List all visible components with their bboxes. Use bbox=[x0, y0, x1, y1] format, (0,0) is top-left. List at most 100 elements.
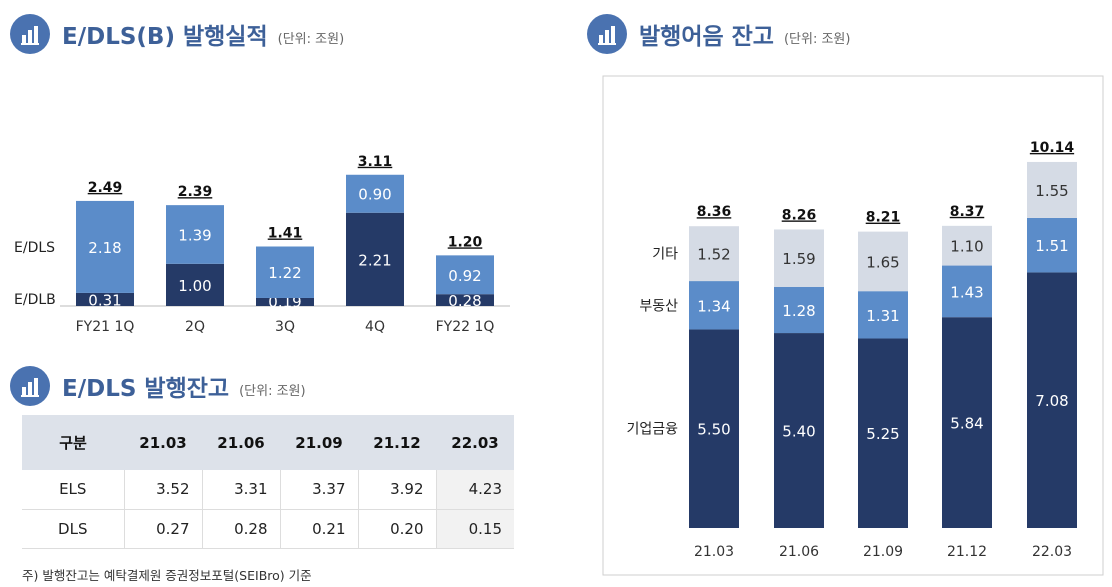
footnote: 주) 발행잔고는 예탁결제원 증권정보포털(SEIBro) 기준 bbox=[22, 568, 312, 583]
table-cell: 0.15 bbox=[436, 509, 514, 549]
total-label: 3.11 bbox=[358, 154, 393, 170]
data-label: 1.51 bbox=[1035, 237, 1068, 255]
table-header-cell: 21.06 bbox=[202, 415, 280, 470]
x-tick-label: FY22 1Q bbox=[436, 319, 495, 335]
table-cell: 3.92 bbox=[358, 470, 437, 510]
table-cell: 0.20 bbox=[358, 509, 437, 549]
bar-E/DLS-2 bbox=[256, 246, 314, 298]
total-label: 8.26 bbox=[782, 207, 817, 223]
table-header-cell: 21.09 bbox=[280, 415, 358, 470]
bar-E/DLB-2 bbox=[256, 297, 314, 306]
x-tick-label: 21.06 bbox=[779, 544, 819, 560]
data-label: 1.31 bbox=[866, 307, 899, 325]
bar-기업금융-1 bbox=[774, 333, 824, 528]
section-title-issuance: E/DLS(B) 발행실적 (단위: 조원) bbox=[10, 14, 344, 54]
data-label: 5.40 bbox=[782, 423, 815, 441]
data-label: 1.43 bbox=[950, 283, 983, 301]
bar-기타-2 bbox=[858, 231, 908, 292]
x-tick-label: 2Q bbox=[185, 319, 205, 335]
table-row: ELS 3.52 3.31 3.37 3.92 4.23 bbox=[22, 470, 514, 510]
bar-E/DLS-3 bbox=[346, 174, 404, 213]
table-cell: 3.31 bbox=[202, 470, 281, 510]
data-label: 1.65 bbox=[866, 253, 899, 271]
series-label-0: 기업금융 bbox=[626, 422, 678, 438]
bar-기타-0 bbox=[689, 226, 739, 282]
bar-기업금융-2 bbox=[858, 338, 908, 528]
bar-부동산-2 bbox=[858, 291, 908, 339]
bar-chart-icon bbox=[10, 14, 50, 54]
table-cell: ELS bbox=[22, 470, 125, 510]
data-label: 7.08 bbox=[1035, 392, 1068, 410]
x-tick-label: FY21 1Q bbox=[76, 319, 135, 335]
bar-E/DLB-0 bbox=[76, 292, 134, 306]
table-row: DLS 0.27 0.28 0.21 0.20 0.15 bbox=[22, 509, 514, 549]
table-cell: 3.37 bbox=[280, 470, 359, 510]
total-label: 2.49 bbox=[88, 180, 123, 196]
table-header-cell: 21.03 bbox=[124, 415, 202, 470]
total-label: 1.41 bbox=[268, 225, 303, 241]
data-label: 5.50 bbox=[697, 421, 730, 439]
data-label: 1.10 bbox=[950, 238, 983, 256]
data-label: 1.59 bbox=[782, 250, 815, 268]
total-label: 8.37 bbox=[950, 204, 985, 220]
table-header-cell: 21.12 bbox=[358, 415, 436, 470]
data-label: 5.84 bbox=[950, 415, 983, 433]
data-label: 1.34 bbox=[697, 297, 730, 315]
bar-E/DLS-4 bbox=[436, 255, 494, 295]
data-label: 0.31 bbox=[88, 291, 121, 309]
data-label: 1.52 bbox=[697, 246, 730, 264]
balance-unit: (단위: 조원) bbox=[239, 383, 306, 399]
data-label: 0.28 bbox=[448, 292, 481, 310]
notes-title: 발행어음 잔고 bbox=[639, 24, 774, 50]
data-label: 5.25 bbox=[866, 425, 899, 443]
data-label: 1.00 bbox=[178, 277, 211, 295]
table-header-cell: 22.03 bbox=[436, 415, 514, 470]
bar-부동산-4 bbox=[1027, 217, 1077, 273]
bar-기업금융-0 bbox=[689, 329, 739, 528]
table-cell: 3.52 bbox=[124, 470, 203, 510]
data-label: 1.55 bbox=[1035, 182, 1068, 200]
x-tick-label: 22.03 bbox=[1032, 544, 1072, 560]
table-cell: 0.21 bbox=[280, 509, 359, 549]
bar-부동산-3 bbox=[942, 265, 992, 318]
data-label: 0.90 bbox=[358, 186, 391, 204]
bar-기업금융-3 bbox=[942, 317, 992, 528]
balance-title: E/DLS 발행잔고 bbox=[62, 376, 230, 402]
data-label: 1.39 bbox=[178, 226, 211, 244]
table-header-row: 구분 21.03 21.06 21.09 21.12 22.03 bbox=[22, 415, 514, 470]
bar-부동산-1 bbox=[774, 286, 824, 334]
data-label: 1.28 bbox=[782, 302, 815, 320]
bar-기타-1 bbox=[774, 229, 824, 287]
section-title-balance: E/DLS 발행잔고 (단위: 조원) bbox=[10, 366, 306, 406]
notes-chart: 5.50 1.34 1.52 8.36 21.03 5.40 1.28 1.59 8.26 21.… bbox=[602, 75, 1104, 576]
total-label: 10.14 bbox=[1030, 140, 1075, 156]
bar-chart-icon bbox=[587, 14, 627, 54]
total-label: 1.20 bbox=[448, 234, 483, 250]
table-cell: DLS bbox=[22, 509, 125, 549]
series-label-edls: E/DLS bbox=[14, 240, 55, 256]
bar-E/DLS-0 bbox=[76, 200, 134, 293]
bar-기타-4 bbox=[1027, 161, 1077, 218]
bar-기업금융-4 bbox=[1027, 272, 1077, 528]
table-cell: 0.27 bbox=[124, 509, 203, 549]
table-cell: 0.28 bbox=[202, 509, 281, 549]
total-label: 2.39 bbox=[178, 184, 213, 200]
series-label-edlb: E/DLB bbox=[14, 292, 56, 308]
total-label: 8.21 bbox=[866, 210, 901, 226]
issuance-title: E/DLS(B) 발행실적 bbox=[62, 24, 268, 50]
x-tick-label: 3Q bbox=[275, 319, 295, 335]
issuance-unit: (단위: 조원) bbox=[277, 31, 345, 47]
total-label: 8.36 bbox=[697, 204, 732, 220]
data-label: 0.92 bbox=[448, 267, 481, 285]
section-title-notes: 발행어음 잔고 (단위: 조원) bbox=[587, 14, 850, 54]
table-header-cell: 구분 bbox=[22, 415, 124, 470]
notes-unit: (단위: 조원) bbox=[783, 31, 851, 47]
bar-E/DLB-1 bbox=[166, 263, 224, 306]
bar-E/DLB-3 bbox=[346, 212, 404, 306]
series-label-1: 부동산 bbox=[639, 298, 678, 314]
data-label: 1.22 bbox=[268, 264, 301, 282]
bar-E/DLS-1 bbox=[166, 205, 224, 264]
data-label: 2.21 bbox=[358, 251, 391, 269]
chart-frame bbox=[602, 75, 1104, 576]
